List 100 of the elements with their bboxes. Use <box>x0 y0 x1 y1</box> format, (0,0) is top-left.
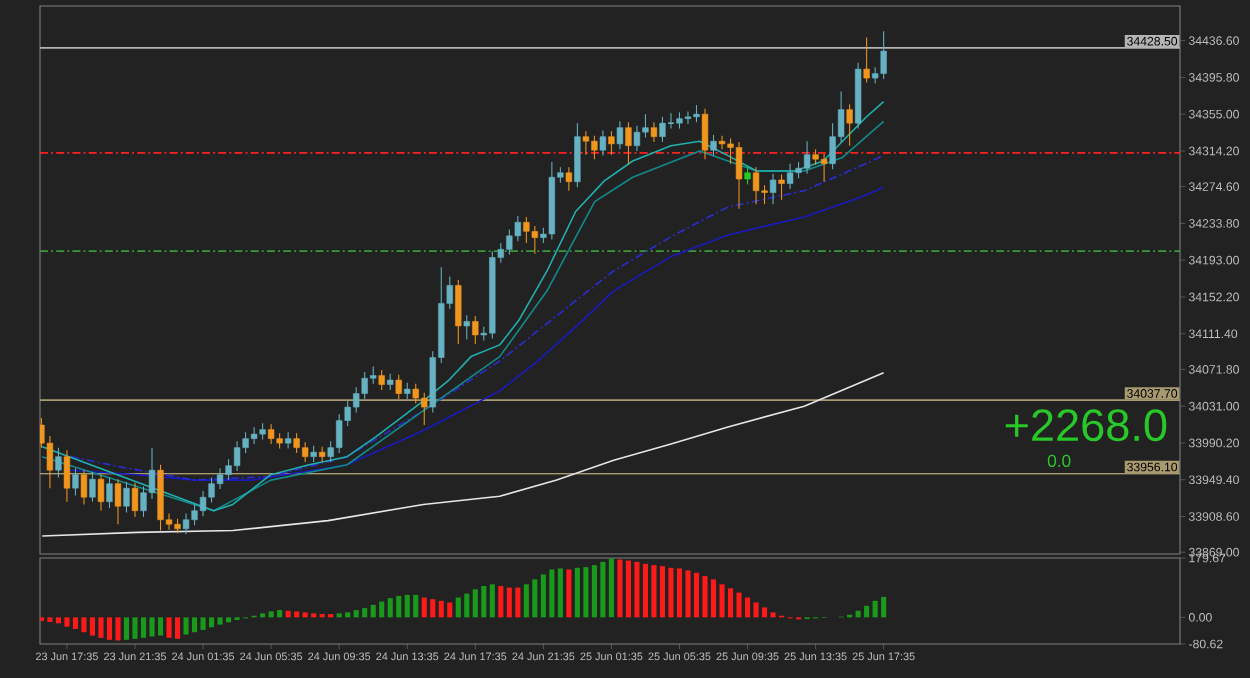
candlestick <box>233 440 241 472</box>
annotation: +2268.0 <box>1005 409 1167 442</box>
bar <box>864 605 870 618</box>
bar <box>719 584 725 618</box>
candlestick <box>463 314 470 341</box>
bar <box>209 617 215 628</box>
candlestick <box>55 447 62 478</box>
bar <box>140 617 147 638</box>
bar <box>736 592 742 618</box>
bar <box>489 584 495 618</box>
candlestick <box>182 512 190 535</box>
candlestick <box>659 116 666 143</box>
bar <box>685 570 691 618</box>
bar <box>277 610 283 618</box>
candlestick <box>752 166 760 205</box>
candlestick <box>608 130 615 156</box>
candlestick <box>786 163 794 190</box>
bar <box>387 598 393 618</box>
bar <box>881 596 887 618</box>
bar <box>268 611 274 618</box>
candlestick <box>633 125 641 152</box>
candlestick <box>616 120 624 150</box>
candlestick <box>778 174 785 201</box>
bar <box>430 599 436 618</box>
bar <box>379 601 385 618</box>
bar <box>64 617 70 627</box>
bar <box>770 612 776 618</box>
bar <box>353 610 359 618</box>
candlestick <box>667 112 675 130</box>
candlestick <box>131 482 139 518</box>
candlestick <box>106 476 113 509</box>
bar <box>174 617 181 639</box>
candlestick <box>820 153 828 183</box>
bar <box>676 568 683 618</box>
bar <box>447 602 453 618</box>
candlestick <box>684 110 692 125</box>
candlestick <box>63 449 71 503</box>
bar <box>302 612 308 618</box>
candlestick <box>523 216 530 244</box>
bar <box>455 597 461 618</box>
candlestick <box>114 478 122 525</box>
candlestick <box>378 369 385 391</box>
candlestick <box>284 431 292 450</box>
bar <box>413 594 419 618</box>
bar <box>362 608 368 618</box>
bar <box>166 617 172 638</box>
bar <box>566 569 572 618</box>
candlestick <box>650 121 658 143</box>
bar <box>668 567 674 618</box>
candlestick <box>625 121 632 165</box>
candlestick <box>880 30 887 80</box>
bar <box>345 612 351 618</box>
bar <box>727 588 734 618</box>
bar <box>617 559 623 618</box>
candlestick <box>863 37 870 84</box>
bar <box>532 579 538 618</box>
bar <box>659 566 666 618</box>
candlestick <box>574 122 581 188</box>
candlestick <box>395 374 402 400</box>
bar <box>651 565 657 618</box>
bar <box>157 617 164 636</box>
bar <box>294 611 300 618</box>
bar <box>396 595 402 618</box>
candlestick <box>710 134 717 157</box>
bar <box>574 567 580 618</box>
bar <box>226 617 232 623</box>
candlestick <box>216 467 224 490</box>
bar <box>183 617 189 635</box>
bar <box>89 617 96 636</box>
candlestick <box>599 129 607 157</box>
bar <box>515 587 521 618</box>
bar <box>81 617 87 633</box>
candlestick <box>718 135 726 150</box>
bar <box>217 617 223 625</box>
bar <box>55 617 61 624</box>
bar <box>200 617 206 630</box>
bar <box>115 617 121 641</box>
bar <box>753 602 759 618</box>
candlestick <box>250 426 258 445</box>
bar <box>98 617 104 638</box>
annotation: 0.0 <box>1047 454 1071 467</box>
bar <box>634 561 640 618</box>
candlestick <box>97 474 105 512</box>
bar <box>464 593 470 618</box>
candlestick <box>89 471 96 503</box>
candlestick <box>735 141 743 210</box>
bar <box>370 604 376 618</box>
candlestick <box>267 423 275 445</box>
bar <box>106 617 113 640</box>
candlestick <box>301 441 309 463</box>
bar <box>498 585 504 618</box>
candlestick <box>744 165 751 185</box>
bar <box>583 567 589 618</box>
bar <box>149 617 155 637</box>
candlestick <box>199 490 207 517</box>
bar <box>540 574 546 618</box>
candlestick <box>769 173 777 205</box>
candlestick <box>123 481 130 514</box>
candlestick <box>531 225 539 255</box>
candlestick <box>846 103 853 147</box>
